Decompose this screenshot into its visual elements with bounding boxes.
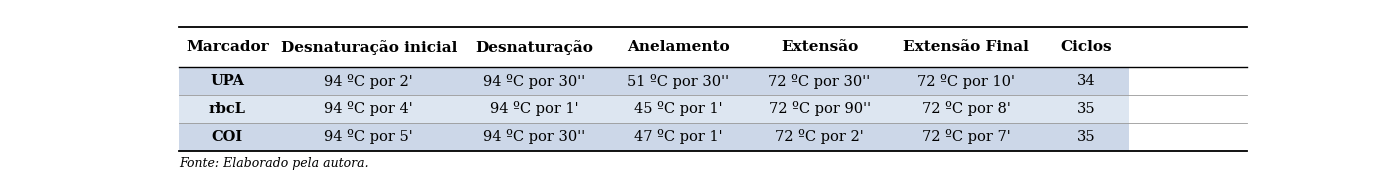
Text: UPA: UPA (210, 74, 245, 88)
Text: 72 ºC por 30'': 72 ºC por 30'' (768, 74, 871, 88)
Text: 94 ºC por 2': 94 ºC por 2' (324, 74, 413, 88)
Text: 72 ºC por 7': 72 ºC por 7' (922, 129, 1011, 144)
Bar (889, 95, 1043, 123)
Bar (1043, 95, 1129, 123)
Bar (179, 123, 275, 151)
Bar (179, 67, 275, 95)
Bar (462, 123, 606, 151)
Bar (275, 95, 462, 123)
Text: 94 ºC por 30'': 94 ºC por 30'' (483, 129, 586, 144)
Text: 35: 35 (1077, 102, 1096, 116)
Bar (750, 123, 889, 151)
Bar (462, 27, 606, 67)
Text: 94 ºC por 1': 94 ºC por 1' (490, 101, 579, 117)
Bar (889, 67, 1043, 95)
Text: 72 ºC por 2': 72 ºC por 2' (775, 129, 864, 144)
Text: 35: 35 (1077, 130, 1096, 144)
Bar (1043, 27, 1129, 67)
Text: Desnaturação inicial: Desnaturação inicial (281, 40, 456, 55)
Bar (275, 67, 462, 95)
Bar (606, 123, 750, 151)
Text: 94 ºC por 4': 94 ºC por 4' (324, 101, 413, 117)
Bar (889, 27, 1043, 67)
Text: Marcador: Marcador (186, 40, 268, 54)
Text: Anelamento: Anelamento (627, 40, 729, 54)
Bar (179, 95, 275, 123)
Bar (750, 95, 889, 123)
Text: 47 ºC por 1': 47 ºC por 1' (634, 129, 722, 144)
Bar (889, 123, 1043, 151)
Text: 72 ºC por 10': 72 ºC por 10' (917, 74, 1015, 88)
Text: 34: 34 (1077, 74, 1096, 88)
Bar (750, 67, 889, 95)
Bar (606, 27, 750, 67)
Text: 94 ºC por 5': 94 ºC por 5' (324, 129, 413, 144)
Bar (606, 95, 750, 123)
Text: 72 ºC por 90'': 72 ºC por 90'' (769, 101, 871, 117)
Text: 72 ºC por 8': 72 ºC por 8' (922, 101, 1011, 117)
Bar (275, 123, 462, 151)
Text: Fonte: Elaborado pela autora.: Fonte: Elaborado pela autora. (179, 157, 369, 170)
Bar (750, 27, 889, 67)
Text: Desnaturação: Desnaturação (476, 40, 593, 55)
Text: Ciclos: Ciclos (1060, 40, 1113, 54)
Bar (462, 95, 606, 123)
Text: 94 ºC por 30'': 94 ºC por 30'' (483, 74, 586, 88)
Text: rbcL: rbcL (209, 102, 246, 116)
Bar (462, 67, 606, 95)
Text: Extensão Final: Extensão Final (903, 40, 1029, 54)
Bar (179, 27, 275, 67)
Bar (606, 67, 750, 95)
Text: 51 ºC por 30'': 51 ºC por 30'' (627, 74, 729, 88)
Text: Extensão: Extensão (780, 40, 858, 54)
Bar (275, 27, 462, 67)
Text: COI: COI (211, 130, 243, 144)
Bar (1043, 123, 1129, 151)
Bar (1043, 67, 1129, 95)
Text: 45 ºC por 1': 45 ºC por 1' (634, 101, 722, 117)
